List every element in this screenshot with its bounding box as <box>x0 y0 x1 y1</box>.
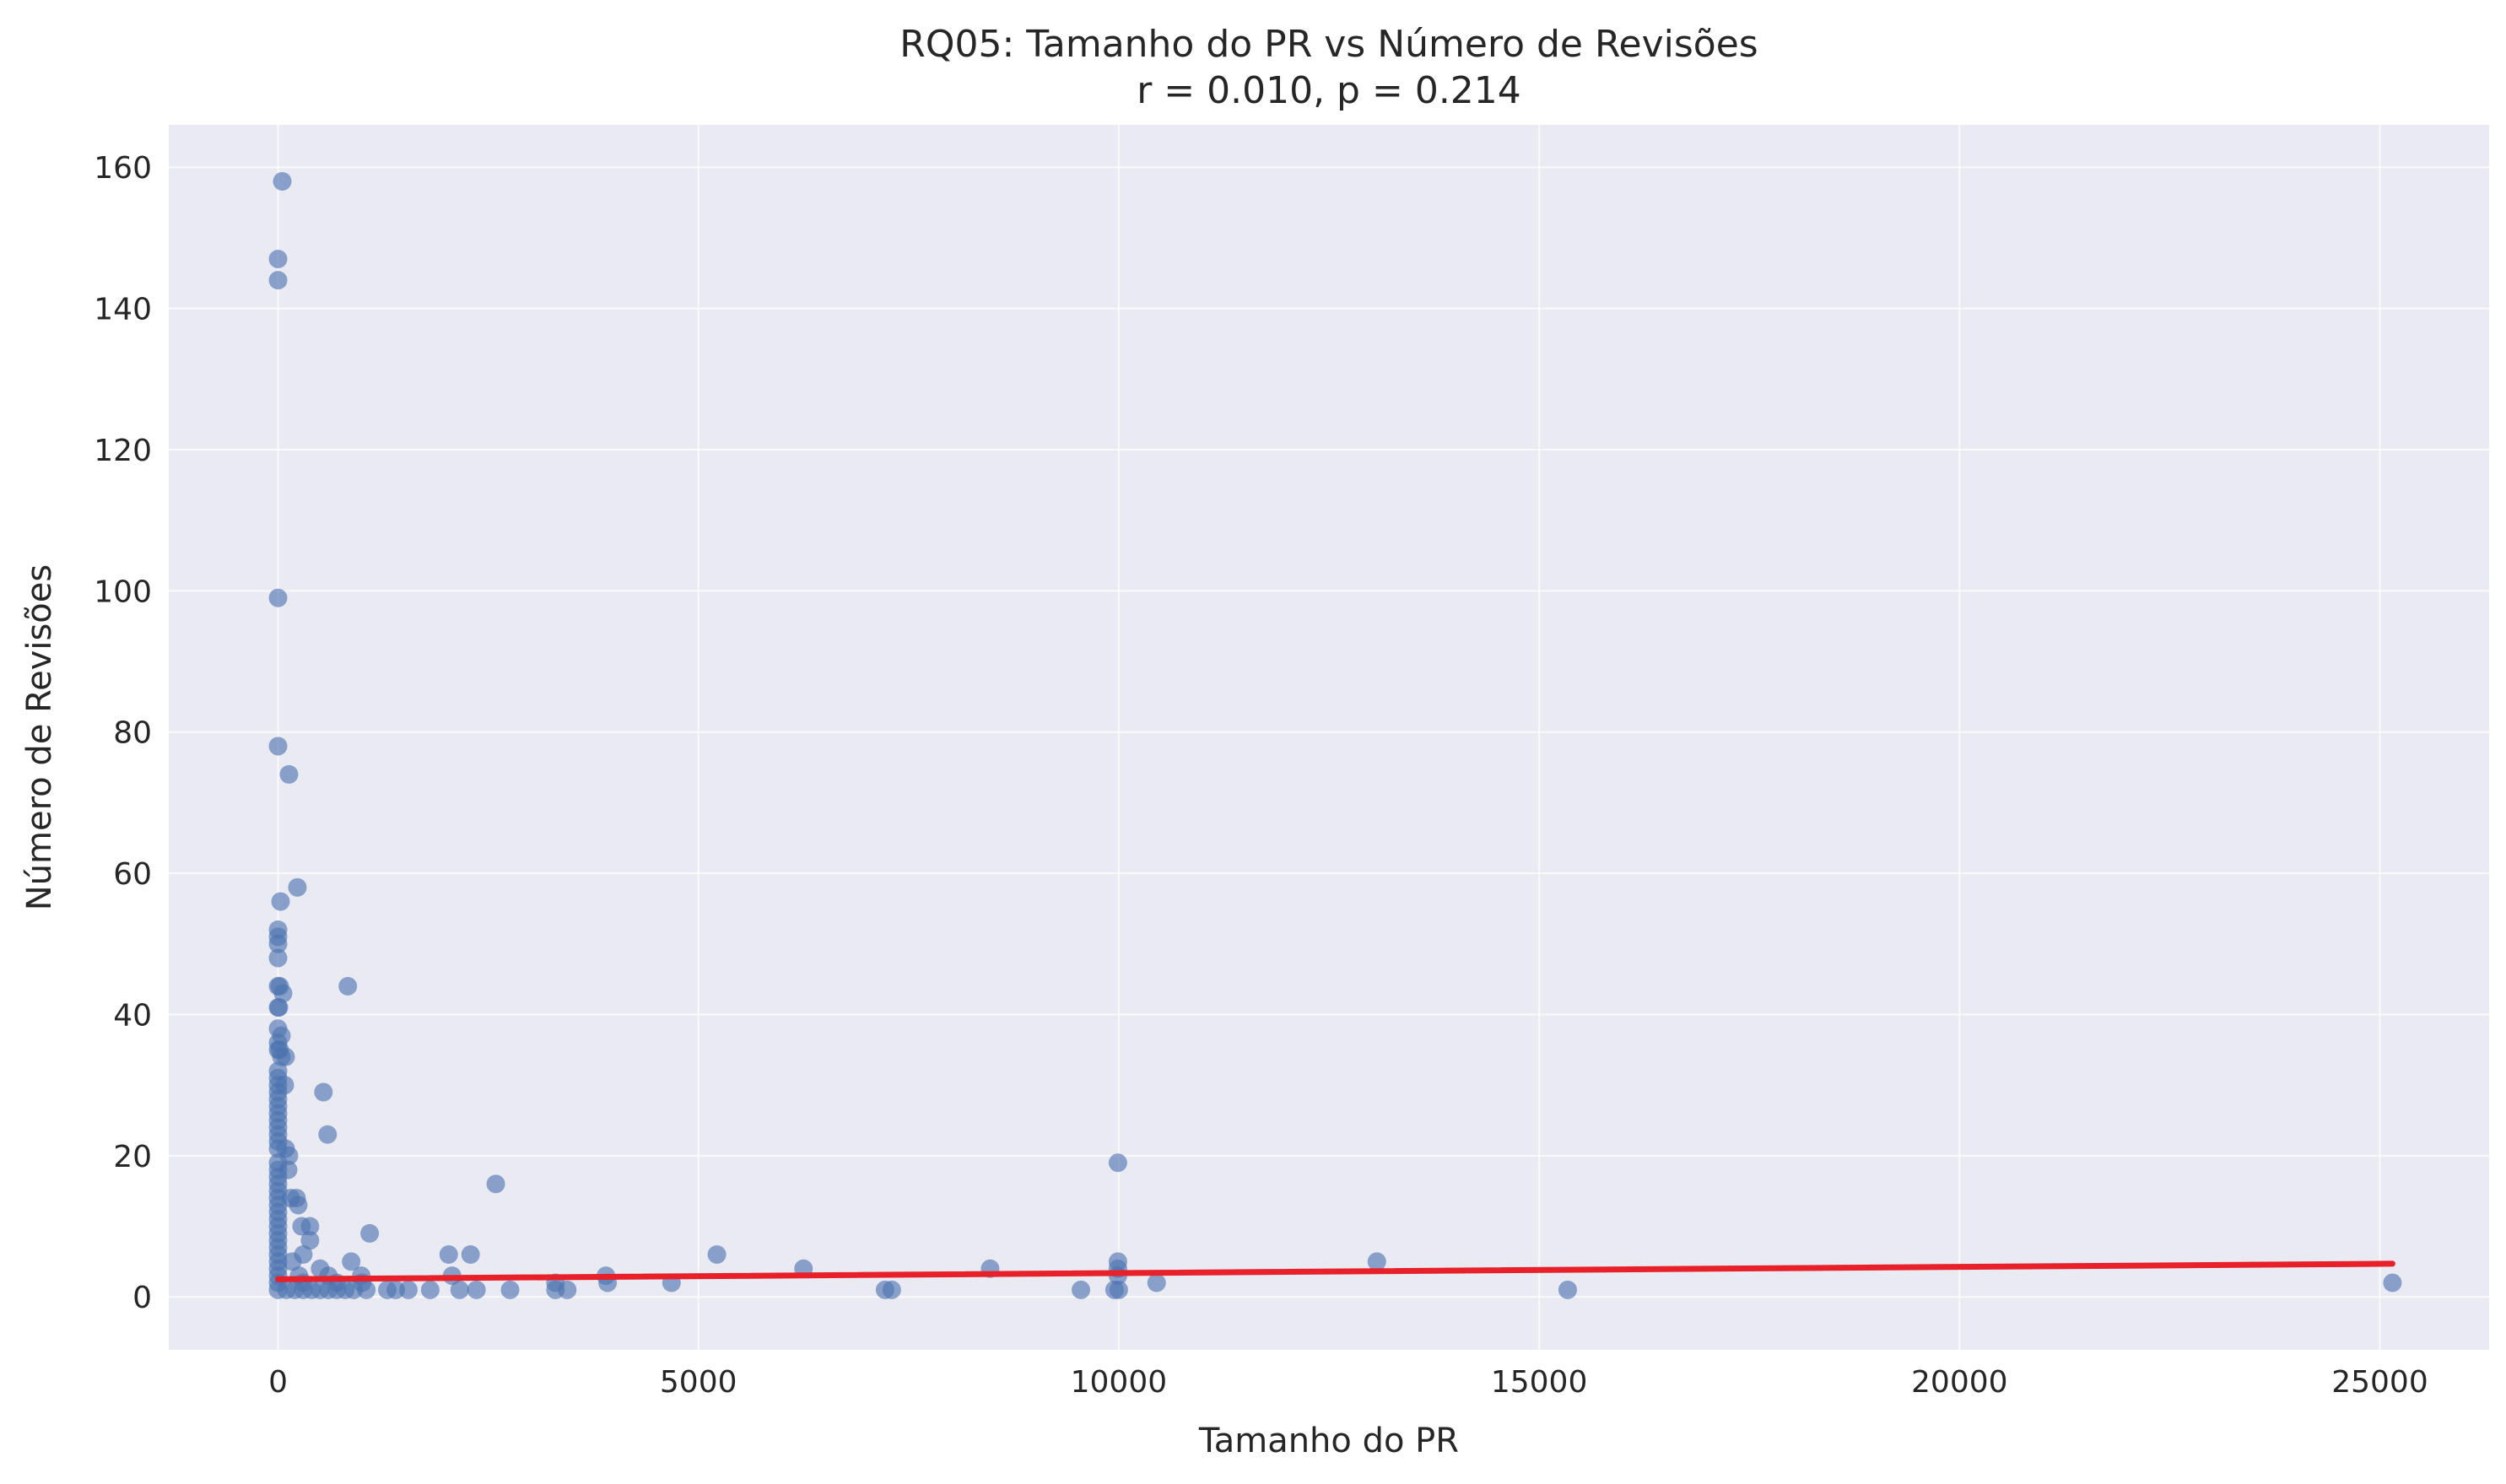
data-points <box>268 171 2402 1299</box>
data-point <box>314 1082 333 1102</box>
grid-lines <box>169 125 2489 1350</box>
data-point <box>318 1125 338 1144</box>
data-point <box>273 171 292 191</box>
y-tick-label: 80 <box>113 716 152 751</box>
data-point <box>276 1047 295 1066</box>
data-point <box>279 764 299 784</box>
x-tick-label: 10000 <box>1071 1365 1168 1400</box>
data-point <box>450 1280 469 1299</box>
data-point <box>268 948 288 968</box>
y-tick-label: 120 <box>94 434 152 468</box>
x-tick-label: 20000 <box>1911 1365 2008 1400</box>
data-point <box>707 1245 726 1265</box>
data-point <box>357 1280 376 1299</box>
y-tick-label: 140 <box>94 293 152 327</box>
chart-subtitle: r = 0.010, p = 0.214 <box>1137 69 1521 112</box>
data-point <box>439 1245 458 1265</box>
x-tick-label: 25000 <box>2331 1365 2428 1400</box>
data-point <box>558 1280 577 1299</box>
y-tick-label: 60 <box>113 857 152 892</box>
y-tick-label: 100 <box>94 575 152 609</box>
data-point <box>882 1280 901 1299</box>
data-point <box>300 1217 320 1236</box>
data-point <box>269 998 289 1017</box>
data-point <box>289 1195 308 1215</box>
data-point <box>271 892 290 911</box>
x-tick-label: 5000 <box>660 1365 737 1400</box>
y-axis-label: Número de Revisões <box>20 564 59 910</box>
data-point <box>268 271 288 290</box>
data-point <box>1072 1280 1091 1299</box>
y-tick-label: 20 <box>113 1140 152 1174</box>
data-point <box>1147 1273 1166 1292</box>
x-tick-label: 15000 <box>1491 1365 1588 1400</box>
data-point <box>283 1252 302 1271</box>
data-point <box>360 1223 380 1243</box>
x-tick-label: 0 <box>268 1365 288 1400</box>
data-point <box>342 1252 361 1271</box>
data-point <box>398 1280 418 1299</box>
data-point <box>338 977 358 996</box>
x-axis-label: Tamanho do PR <box>1198 1422 1459 1460</box>
data-point <box>300 1231 320 1250</box>
plot-area <box>169 125 2489 1350</box>
data-point <box>2383 1273 2402 1292</box>
data-point <box>420 1280 440 1299</box>
data-point <box>461 1245 480 1265</box>
data-point <box>268 250 288 269</box>
data-point <box>268 737 288 756</box>
trendline <box>275 1260 2395 1282</box>
data-point <box>1367 1252 1386 1271</box>
y-tick-label: 40 <box>113 998 152 1033</box>
data-point <box>1558 1280 1577 1299</box>
data-point <box>268 588 288 607</box>
x-axis-ticks: 0 5000 10000 15000 20000 25000 <box>268 1365 2428 1400</box>
data-point <box>500 1280 520 1299</box>
trendline-layer <box>275 1260 2395 1282</box>
data-point <box>467 1280 486 1299</box>
data-point <box>1108 1153 1127 1173</box>
data-point <box>273 984 293 1003</box>
chart-title: RQ05: Tamanho do PR vs Número de Revisõe… <box>899 23 1758 66</box>
y-tick-label: 0 <box>132 1281 152 1315</box>
data-point <box>288 877 307 897</box>
y-tick-label: 160 <box>94 151 152 186</box>
data-point <box>1109 1280 1128 1299</box>
data-point <box>486 1174 505 1194</box>
data-point <box>268 934 288 953</box>
y-axis-ticks: 0 20 40 60 80 100 120 140 160 <box>94 151 152 1315</box>
